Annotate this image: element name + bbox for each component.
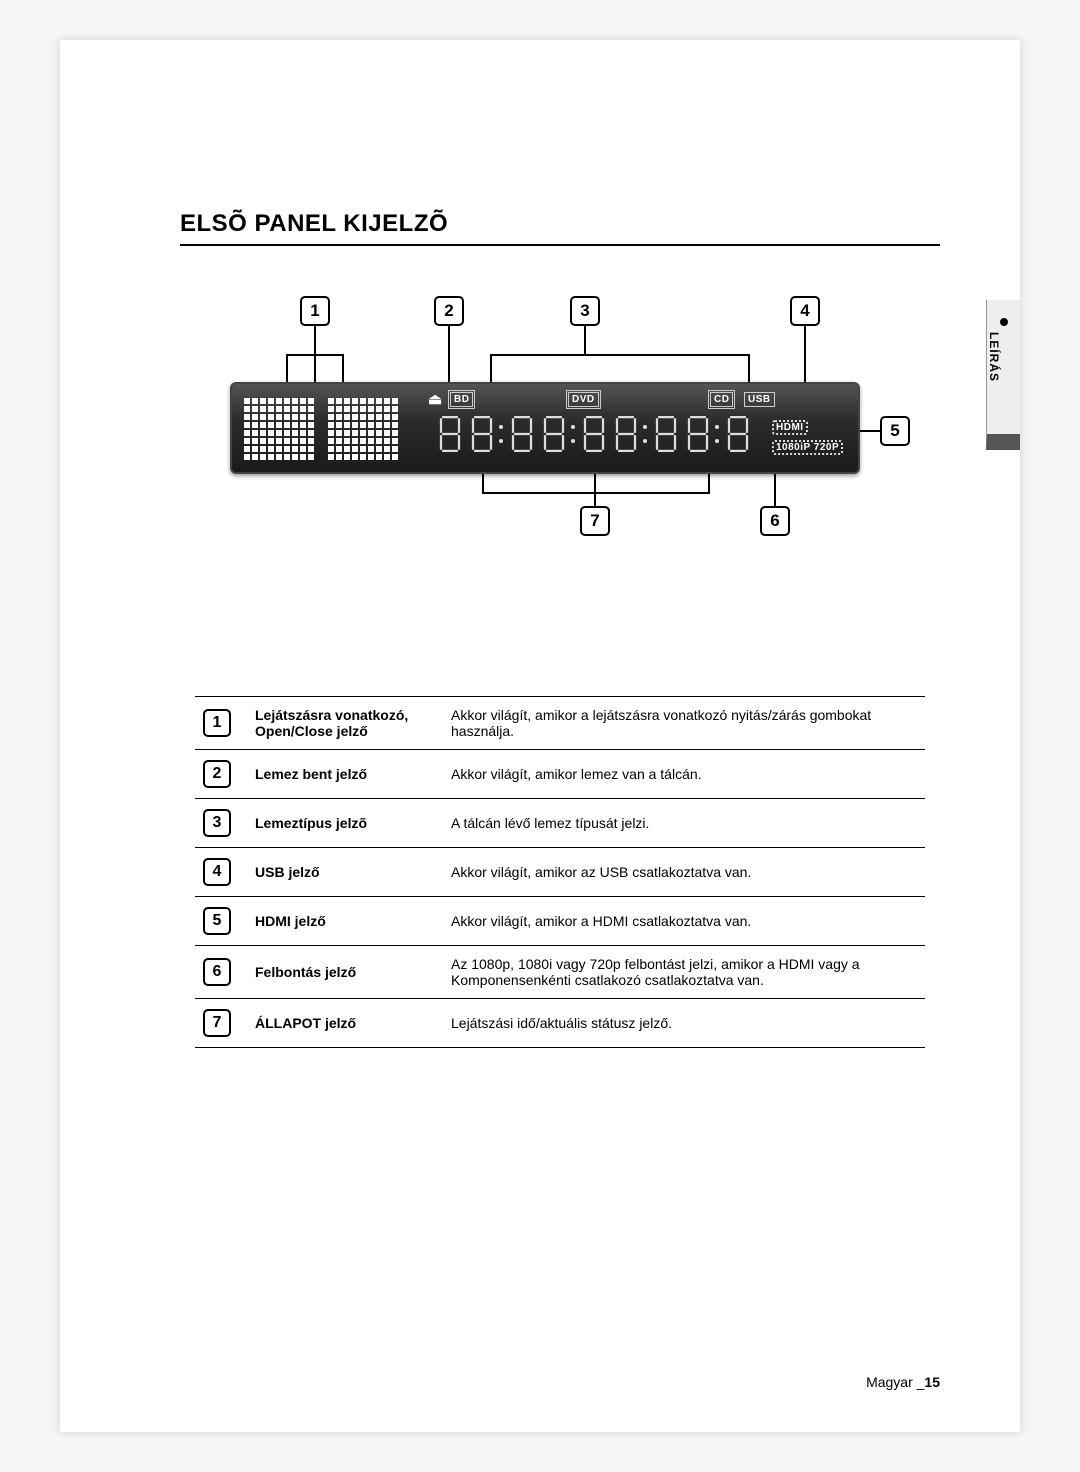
side-tab-bullet: [1000, 318, 1008, 326]
seg-digit: [542, 416, 566, 452]
lead-2: [448, 326, 450, 382]
seg-digit: [470, 416, 494, 452]
lead-3vl: [490, 354, 492, 384]
legend-desc: Akkor világít, amikor lemez van a tálcán…: [451, 766, 925, 782]
legend-desc: Akkor világít, amikor a HDMI csatlakozta…: [451, 913, 925, 929]
usb-indicator: USB: [744, 392, 775, 407]
lead-3v: [584, 326, 586, 354]
legend-table: 1 Lejátszásra vonatkozó, Open/Close jelz…: [195, 696, 925, 1048]
legend-label: HDMI jelző: [255, 913, 435, 929]
seg-digit: [654, 416, 678, 452]
page-footer: Magyar _15: [60, 1374, 940, 1390]
lead-1vl: [286, 354, 288, 384]
lead-7vl: [482, 474, 484, 494]
seg-digit: [726, 416, 750, 452]
legend-label: Lejátszásra vonatkozó, Open/Close jelző: [255, 707, 435, 739]
lead-7h: [482, 492, 710, 494]
legend-num: 4: [203, 858, 231, 886]
callout-1: 1: [300, 296, 330, 326]
legend-row: 4 USB jelző Akkor világít, amikor az USB…: [195, 848, 925, 897]
legend-num: 2: [203, 760, 231, 788]
section-title: ELSÕ PANEL KIJELZÕ: [180, 210, 940, 246]
legend-row: 1 Lejátszásra vonatkozó, Open/Close jelz…: [195, 696, 925, 750]
legend-label: Felbontás jelző: [255, 964, 435, 980]
legend-label: ÁLLAPOT jelző: [255, 1015, 435, 1031]
hdmi-indicator: HDMI: [772, 420, 808, 435]
callout-2: 2: [434, 296, 464, 326]
seg-digit: [438, 416, 462, 452]
resolution-indicator: 1080iP 720P: [772, 440, 843, 455]
eject-icon: ⏏: [428, 390, 442, 408]
lead-1vr: [342, 354, 344, 384]
side-tab-label: LEÍRÁS: [987, 332, 1001, 382]
legend-row: 3 Lemeztípus jelzõ A tálcán lévő lemez t…: [195, 799, 925, 848]
legend-desc: Az 1080p, 1080i vagy 720p felbontást jel…: [451, 956, 925, 988]
cd-indicator: CD: [710, 392, 733, 407]
bd-indicator: BD: [450, 392, 473, 407]
dotmatrix-2: [328, 398, 398, 460]
seg-colon: [570, 416, 576, 452]
legend-num: 3: [203, 809, 231, 837]
legend-row: 6 Felbontás jelző Az 1080p, 1080i vagy 7…: [195, 946, 925, 999]
legend-num: 6: [203, 958, 231, 986]
legend-desc: A tálcán lévő lemez típusát jelzi.: [451, 815, 925, 831]
seg-digit: [686, 416, 710, 452]
seg-digit: [582, 416, 606, 452]
callout-3: 3: [570, 296, 600, 326]
legend-label: Lemez bent jelző: [255, 766, 435, 782]
seg-digit: [614, 416, 638, 452]
seg-colon: [714, 416, 720, 452]
legend-desc: Akkor világít, amikor az USB csatlakozta…: [451, 864, 925, 880]
legend-num: 5: [203, 907, 231, 935]
legend-num: 1: [203, 709, 231, 737]
seg-colon: [498, 416, 504, 452]
display-panel: ⏏ BD DVD CD USB HDMI 1080iP 720P: [230, 382, 860, 474]
legend-row: 5 HDMI jelző Akkor világít, amikor a HDM…: [195, 897, 925, 946]
callout-5: 5: [880, 416, 910, 446]
footer-language: Magyar _: [866, 1374, 924, 1390]
lead-1h: [286, 354, 344, 356]
legend-row: 2 Lemez bent jelző Akkor világít, amikor…: [195, 750, 925, 799]
lead-4: [804, 326, 806, 382]
lead-7vr: [708, 474, 710, 494]
callout-6: 6: [760, 506, 790, 536]
lead-3h: [490, 354, 750, 356]
seg-digit: [510, 416, 534, 452]
footer-page-number: 15: [924, 1374, 940, 1390]
page: LEÍRÁS ELSÕ PANEL KIJELZÕ 1 2 3 4 5 6 7: [60, 40, 1020, 1432]
legend-desc: Lejátszási idő/aktuális státusz jelző.: [451, 1015, 925, 1031]
seg-colon: [642, 416, 648, 452]
legend-desc: Akkor világít, amikor a lejátszásra vona…: [451, 707, 925, 739]
legend-row: 7 ÁLLAPOT jelző Lejátszási idő/aktuális …: [195, 999, 925, 1048]
side-tab: LEÍRÁS: [986, 300, 1020, 450]
legend-label: Lemeztípus jelzõ: [255, 815, 435, 831]
lead-6: [774, 474, 776, 506]
lead-3vr: [748, 354, 750, 384]
legend-label: USB jelző: [255, 864, 435, 880]
callout-7: 7: [580, 506, 610, 536]
legend-num: 7: [203, 1009, 231, 1037]
dvd-indicator: DVD: [568, 392, 599, 407]
lead-7v: [594, 474, 596, 506]
dotmatrix-1: [244, 398, 314, 460]
front-panel-diagram: 1 2 3 4 5 6 7: [200, 296, 920, 596]
callout-4: 4: [790, 296, 820, 326]
